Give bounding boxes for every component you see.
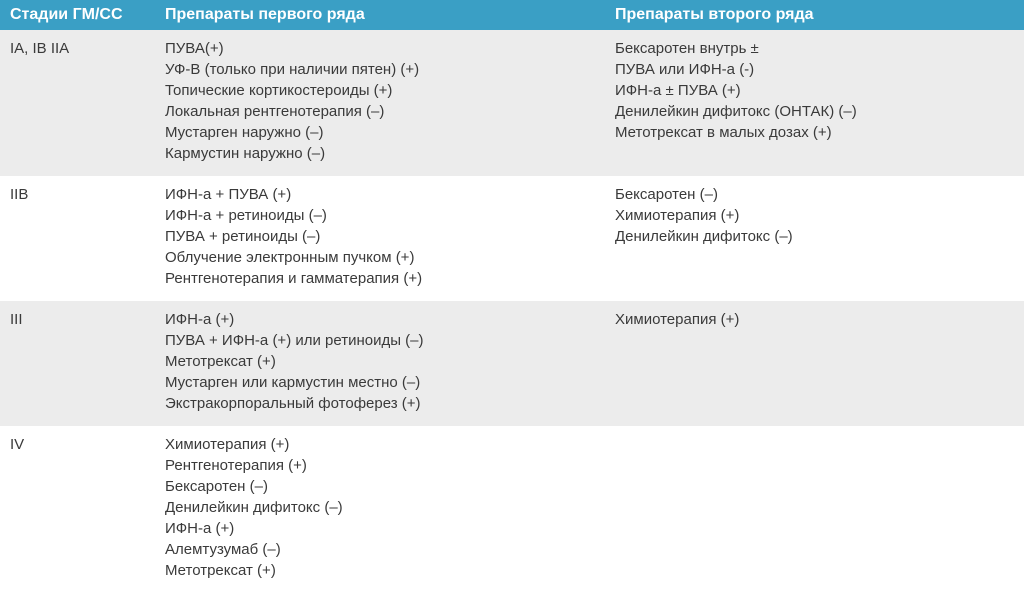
treatment-line: ИФН-а + ПУВА (+) [165, 184, 595, 205]
treatment-line: ПУВА + ИФН-а (+) или ретиноиды (–) [165, 330, 595, 351]
treatment-line: Экстракорпоральный фотоферез (+) [165, 393, 595, 414]
treatment-line: Кармустин наружно (–) [165, 143, 595, 164]
treatment-line: ПУВА + ретиноиды (–) [165, 226, 595, 247]
treatment-line: Бексаротен внутрь ± [615, 38, 1014, 59]
stage-cell: IA, IB IIA [0, 30, 155, 176]
treatment-line: ИФН-а + ретиноиды (–) [165, 205, 595, 226]
treatment-line: Алемтузумаб (–) [165, 539, 595, 560]
treatment-line: Метотрексат (+) [165, 351, 595, 372]
treatment-line: Химиотерапия (+) [165, 434, 595, 455]
treatment-line: ИФН-а (+) [165, 518, 595, 539]
treatment-line: Химиотерапия (+) [615, 309, 1014, 330]
header-first-line: Препараты первого ряда [155, 0, 605, 30]
table-row: IIIИФН-а (+)ПУВА + ИФН-а (+) или ретинои… [0, 301, 1024, 426]
first-line-cell: Химиотерапия (+)Рентгенотерапия (+)Бекса… [155, 426, 605, 593]
treatment-line: Бексаротен (–) [615, 184, 1014, 205]
treatment-line: Денилейкин дифитокс (–) [615, 226, 1014, 247]
header-stage: Стадии ГМ/СС [0, 0, 155, 30]
treatment-line: Бексаротен (–) [165, 476, 595, 497]
first-line-cell: ИФН-а (+)ПУВА + ИФН-а (+) или ретиноиды … [155, 301, 605, 426]
treatment-line: ИФН-а ± ПУВА (+) [615, 80, 1014, 101]
stage-cell: IV [0, 426, 155, 593]
second-line-cell [605, 426, 1024, 593]
treatment-line: Денилейкин дифитокс (–) [165, 497, 595, 518]
second-line-cell: Химиотерапия (+) [605, 301, 1024, 426]
treatment-line: Метотрексат в малых дозах (+) [615, 122, 1014, 143]
treatment-line: Облучение электронным пучком (+) [165, 247, 595, 268]
treatment-line: УФ-В (только при наличии пятен) (+) [165, 59, 595, 80]
second-line-cell: Бексаротен (–)Химиотерапия (+)Денилейкин… [605, 176, 1024, 301]
treatment-line: Мустарген или кармустин местно (–) [165, 372, 595, 393]
treatment-table: Стадии ГМ/СС Препараты первого ряда Преп… [0, 0, 1024, 593]
first-line-cell: ИФН-а + ПУВА (+)ИФН-а + ретиноиды (–)ПУВ… [155, 176, 605, 301]
table-header-row: Стадии ГМ/СС Препараты первого ряда Преп… [0, 0, 1024, 30]
treatment-line: Денилейкин дифитокс (ОНТАК) (–) [615, 101, 1014, 122]
treatment-line: Рентгенотерапия (+) [165, 455, 595, 476]
table-row: IIBИФН-а + ПУВА (+)ИФН-а + ретиноиды (–)… [0, 176, 1024, 301]
treatment-line: Рентгенотерапия и гамматерапия (+) [165, 268, 595, 289]
treatment-line: Метотрексат (+) [165, 560, 595, 581]
treatment-line: Локальная рентгенотерапия (–) [165, 101, 595, 122]
second-line-cell: Бексаротен внутрь ±ПУВА или ИФН-а (-)ИФН… [605, 30, 1024, 176]
table-row: IA, IB IIAПУВА(+)УФ-В (только при наличи… [0, 30, 1024, 176]
first-line-cell: ПУВА(+)УФ-В (только при наличии пятен) (… [155, 30, 605, 176]
treatment-line: Топические кортикостероиды (+) [165, 80, 595, 101]
stage-cell: IIB [0, 176, 155, 301]
header-second-line: Препараты второго ряда [605, 0, 1024, 30]
stage-cell: III [0, 301, 155, 426]
table-body: IA, IB IIAПУВА(+)УФ-В (только при наличи… [0, 30, 1024, 593]
treatment-line: ИФН-а (+) [165, 309, 595, 330]
treatment-line: ПУВА(+) [165, 38, 595, 59]
table-row: IVХимиотерапия (+)Рентгенотерапия (+)Бек… [0, 426, 1024, 593]
treatment-line: Химиотерапия (+) [615, 205, 1014, 226]
treatment-line: Мустарген наружно (–) [165, 122, 595, 143]
treatment-line: ПУВА или ИФН-а (-) [615, 59, 1014, 80]
